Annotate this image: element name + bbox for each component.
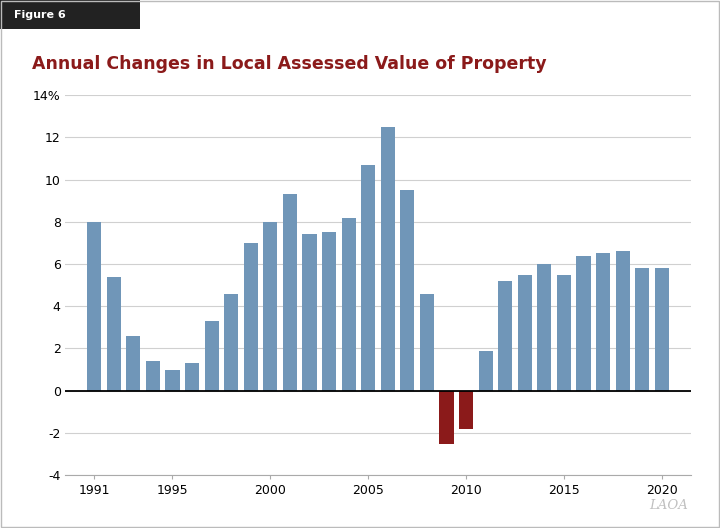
- Bar: [126, 336, 140, 391]
- Bar: [107, 277, 121, 391]
- Bar: [498, 281, 513, 391]
- Text: Annual Changes in Local Assessed Value of Property: Annual Changes in Local Assessed Value o…: [32, 55, 547, 73]
- Bar: [87, 222, 102, 391]
- Bar: [537, 264, 552, 391]
- Bar: [322, 232, 336, 391]
- Bar: [185, 363, 199, 391]
- Bar: [341, 218, 356, 391]
- Bar: [577, 256, 590, 391]
- Bar: [166, 370, 179, 391]
- Bar: [283, 194, 297, 391]
- Bar: [264, 222, 277, 391]
- Bar: [381, 127, 395, 391]
- Bar: [479, 351, 492, 391]
- Bar: [654, 268, 669, 391]
- Bar: [204, 321, 219, 391]
- Bar: [146, 361, 160, 391]
- Bar: [557, 275, 571, 391]
- Bar: [439, 391, 454, 444]
- Bar: [361, 165, 375, 391]
- Bar: [420, 294, 434, 391]
- Bar: [224, 294, 238, 391]
- Text: LAOA: LAOA: [649, 499, 688, 512]
- Bar: [243, 243, 258, 391]
- Bar: [616, 251, 630, 391]
- Bar: [518, 275, 532, 391]
- Text: Figure 6: Figure 6: [14, 10, 66, 20]
- Bar: [302, 234, 317, 391]
- Bar: [596, 253, 610, 391]
- Bar: [459, 391, 473, 429]
- Bar: [400, 190, 415, 391]
- Bar: [635, 268, 649, 391]
